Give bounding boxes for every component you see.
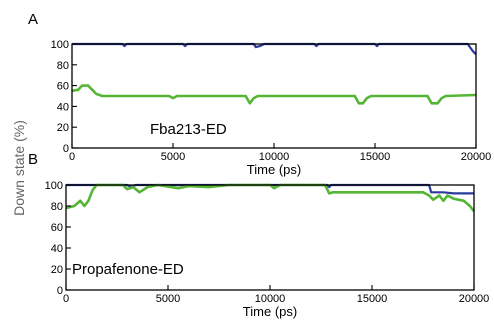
series-line-green — [71, 84, 477, 105]
x-tick-label: 15000 — [360, 151, 391, 163]
x-tick-label: 20000 — [459, 293, 490, 305]
x-tick-label: 10000 — [259, 151, 290, 163]
y-tick-label: 40 — [51, 243, 63, 255]
y-tick-label: 0 — [57, 285, 63, 297]
y-tick-label: 20 — [51, 264, 63, 276]
y-tick-label: 60 — [57, 81, 69, 93]
y-axis-label: Down state (%) — [11, 120, 27, 216]
y-tick-label: 100 — [51, 39, 69, 51]
panel-b: B 0 20 40 60 80 100 0 5000 10000 15000 20000 Time (p… — [28, 151, 489, 319]
x-axis-label: Time (ps) — [243, 304, 297, 319]
series-line-green — [65, 183, 476, 213]
y-tick-label: 80 — [57, 60, 69, 72]
x-tick-label: 15000 — [357, 293, 388, 305]
series-line-blue — [72, 42, 477, 56]
y-tick-label: 40 — [57, 101, 69, 113]
x-tick-label: 0 — [63, 293, 69, 305]
y-tick-label: 100 — [45, 180, 63, 192]
y-tick-label: 20 — [57, 122, 69, 134]
x-tick-label: 20000 — [461, 151, 492, 163]
x-tick-label: 5000 — [156, 293, 180, 305]
series-annotation: Fba213-ED — [150, 121, 227, 138]
x-tick-label: 0 — [69, 151, 75, 163]
panel-a: A 0 20 40 60 80 100 0 5000 10000 15000 20000 Time (p… — [28, 11, 491, 177]
x-tick-label: 10000 — [255, 293, 286, 305]
panel-label: B — [28, 151, 38, 168]
series-annotation: Propafenone-ED — [72, 261, 184, 278]
y-tick-label: 60 — [51, 222, 63, 234]
panel-label: A — [28, 11, 38, 28]
y-tick-label: 80 — [51, 201, 63, 213]
x-tick-label: 5000 — [161, 151, 185, 163]
y-tick-label: 0 — [63, 143, 69, 155]
x-axis-label: Time (ps) — [247, 162, 301, 177]
